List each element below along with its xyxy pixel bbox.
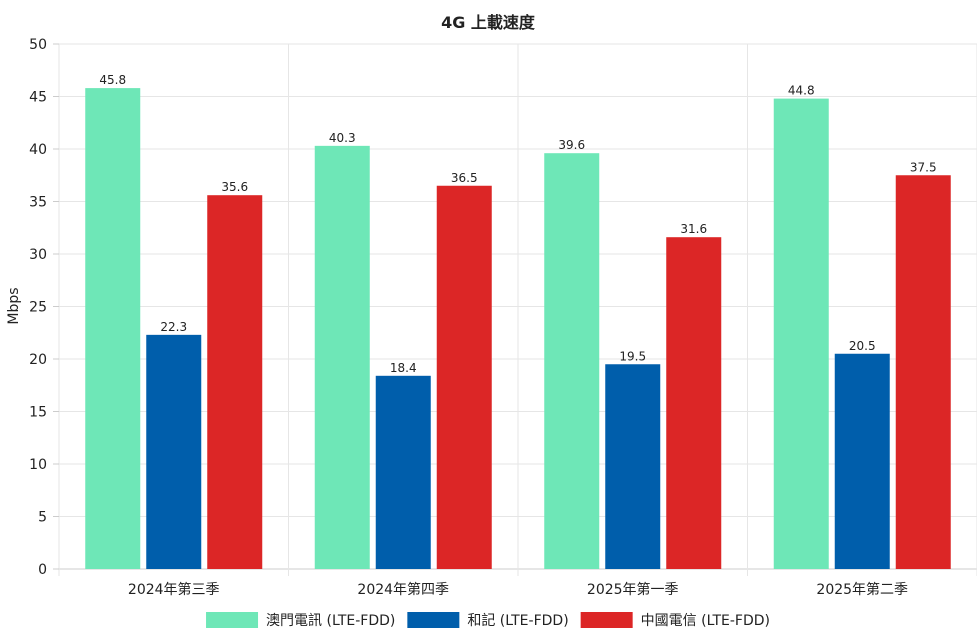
bar — [146, 334, 202, 569]
x-tick-label: 2024年第四季 — [357, 581, 449, 598]
data-label: 37.5 — [910, 160, 937, 174]
x-tick-label: 2025年第一季 — [587, 581, 679, 598]
chart-title: 4G 上載速度 — [441, 13, 536, 32]
data-label: 36.5 — [451, 171, 478, 185]
y-tick-label: 50 — [29, 37, 47, 53]
x-tick-label: 2024年第三季 — [128, 581, 220, 598]
y-tick-label: 25 — [29, 300, 47, 316]
legend-label: 澳門電訊 (LTE-FDD) — [266, 613, 395, 629]
bar — [834, 353, 890, 569]
legend-swatch — [206, 612, 259, 628]
bar — [773, 98, 829, 569]
legend: 澳門電訊 (LTE-FDD) 和記 (LTE-FDD) 中國電信 (LTE-FDD) — [206, 612, 770, 629]
y-axis-label: Mbps — [6, 287, 22, 324]
y-tick-label: 45 — [29, 90, 47, 106]
data-label: 20.5 — [849, 339, 876, 353]
bar — [314, 145, 370, 569]
legend-label: 中國電信 (LTE-FDD) — [641, 613, 770, 629]
bar — [605, 364, 661, 569]
y-tick-label: 15 — [29, 405, 47, 421]
bars: 45.8 22.3 35.6 40.3 18.4 36.5 39.6 19.5 31.6 44.8… — [85, 73, 951, 569]
bar — [895, 175, 951, 569]
bar — [544, 153, 600, 569]
data-label: 39.6 — [558, 138, 585, 152]
data-label: 40.3 — [329, 131, 356, 145]
y-tick-label: 0 — [38, 562, 47, 578]
data-label: 44.8 — [788, 84, 815, 98]
y-tick-label: 35 — [29, 195, 47, 211]
bar — [436, 185, 492, 569]
y-tick-label: 5 — [38, 510, 47, 526]
y-tick-label: 20 — [29, 352, 47, 368]
data-label: 22.3 — [160, 320, 187, 334]
data-label: 19.5 — [619, 349, 646, 363]
data-label: 35.6 — [221, 180, 248, 194]
data-label: 18.4 — [390, 361, 417, 375]
bar — [207, 195, 263, 569]
data-label: 31.6 — [680, 222, 707, 236]
bar — [85, 88, 141, 569]
bar — [375, 375, 431, 569]
legend-swatch — [407, 612, 460, 628]
bar — [666, 237, 722, 569]
y-tick-label: 10 — [29, 457, 47, 473]
y-tick-label: 30 — [29, 247, 47, 263]
axes: 0 5 10 15 20 25 30 35 40 45 50 2024年第三季 2024年第四季 2025… — [29, 37, 908, 598]
data-label: 45.8 — [99, 73, 126, 87]
x-tick-label: 2025年第二季 — [816, 581, 908, 598]
legend-label: 和記 (LTE-FDD) — [467, 612, 568, 629]
legend-swatch — [580, 612, 633, 628]
y-tick-label: 40 — [29, 142, 47, 158]
